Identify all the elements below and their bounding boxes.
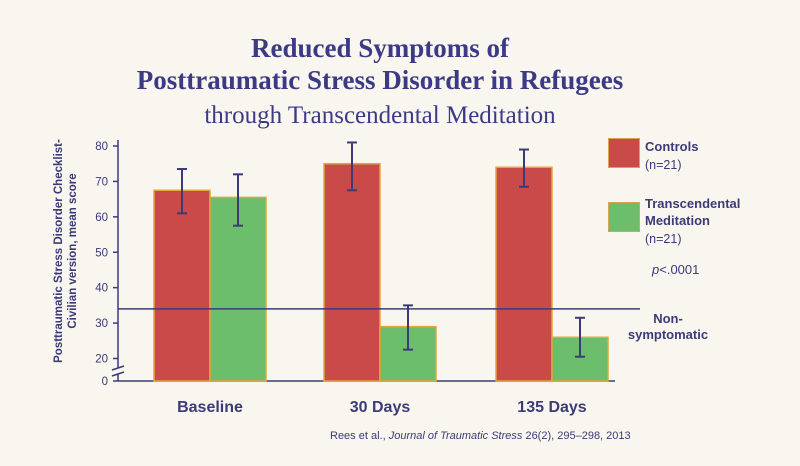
threshold-label-line2: symptomatic (627, 327, 709, 342)
axis-break-mark (111, 365, 125, 371)
chart-title-line2: Posttraumatic Stress Disorder in Refugee… (136, 65, 624, 95)
y-tick-label: 30 (95, 318, 108, 330)
legend-swatch-tm (608, 202, 640, 232)
chart-subtitle: through Transcendental Meditation (204, 102, 556, 129)
legend-n-tm: (n=21) (645, 232, 682, 246)
citation: Rees et al., Journal of Traumatic Stress… (330, 430, 631, 442)
legend-n-controls: (n=21) (645, 158, 682, 172)
x-tick-label: Baseline (177, 399, 243, 416)
threshold-label: Non- symptomatic (620, 311, 716, 343)
legend-swatch-controls (608, 138, 640, 168)
threshold-label-line1: Non- (653, 311, 683, 326)
y-tick-label: 70 (95, 176, 108, 188)
citation-journal: Journal of Traumatic Stress (388, 430, 523, 442)
legend-label-tm-line1: Transcendental (645, 196, 741, 211)
chart-title-line1: Reduced Symptoms of (250, 33, 509, 63)
citation-authors: Rees et al., (330, 430, 389, 442)
bar-controls (153, 189, 211, 382)
x-tick-label: 135 Days (517, 399, 586, 416)
y-tick-label: 0 (102, 376, 108, 388)
y-tick-label: 50 (95, 247, 108, 259)
x-tick-label: 30 Days (350, 399, 411, 416)
y-tick-label: 20 (95, 354, 108, 366)
p-value: p<.0001 (652, 262, 699, 277)
citation-details: 26(2), 295–298, 2013 (522, 430, 631, 442)
axis-break-mark (111, 371, 125, 377)
y-tick-label: 40 (95, 283, 108, 295)
y-tick-label: 60 (95, 212, 108, 224)
legend-label-controls: Controls (645, 139, 699, 154)
y-tick-label: 80 (95, 141, 108, 153)
bar-controls (323, 162, 381, 382)
legend-label-tm-line2: Meditation (645, 213, 710, 228)
bar-controls (495, 166, 553, 382)
p-value-text: <.0001 (659, 262, 700, 277)
p-value-symbol: p (652, 262, 660, 277)
